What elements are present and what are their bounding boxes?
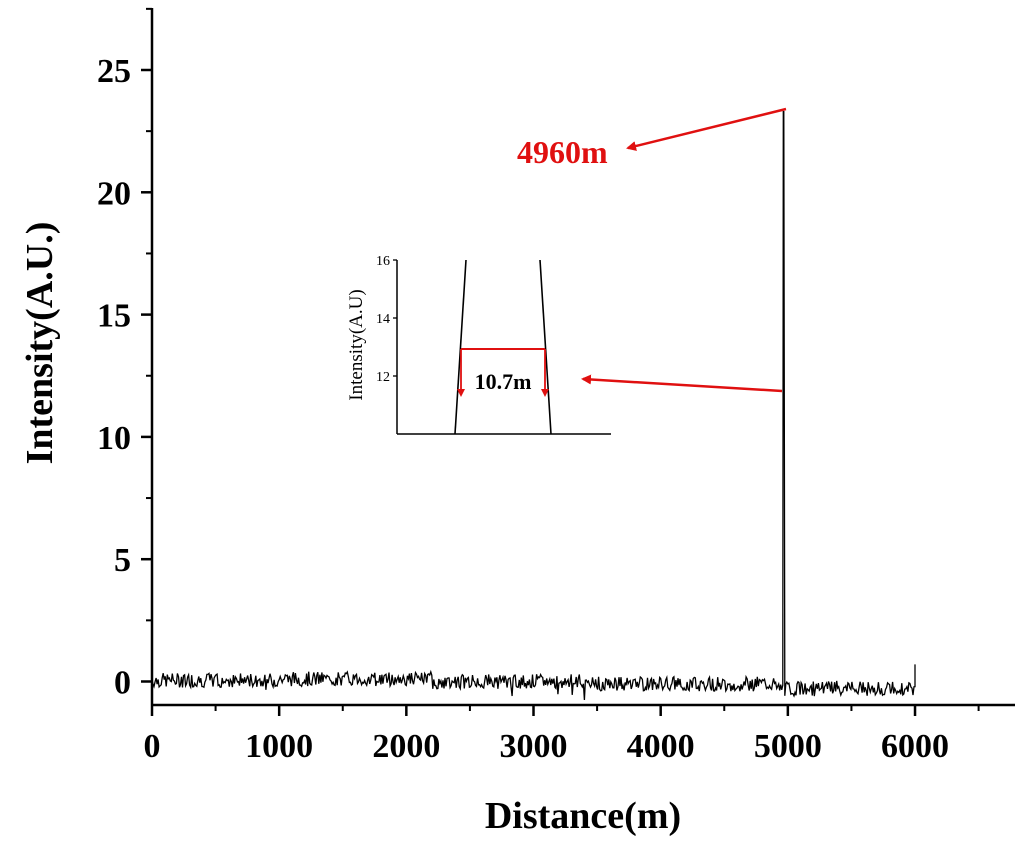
y-tick-label: 5 <box>114 542 131 579</box>
inset-y-tick-label: 12 <box>376 370 390 385</box>
inset-plot: 12 14 16 Intensity(A.U) 10.7m <box>346 254 611 435</box>
y-axis-title: Intensity(A.U.) <box>19 222 61 465</box>
inset-y-ticks: 12 14 16 <box>376 254 397 385</box>
x-axis-title: Distance(m) <box>485 795 681 837</box>
x-tick-label: 5000 <box>754 728 822 765</box>
inset-peak-line <box>454 259 467 435</box>
y-tick-label: 25 <box>97 53 131 90</box>
main-axes: 0 1000 2000 3000 4000 5000 6000 0 5 10 15 20 25 <box>97 7 1015 765</box>
inset-peak-line-right <box>539 259 552 435</box>
inset-annotation-arrow <box>581 374 783 393</box>
x-tick-label: 6000 <box>881 728 949 765</box>
inset-y-tick-label: 16 <box>376 254 390 269</box>
y-tick-label: 0 <box>114 665 131 702</box>
inset-width-label: 10.7m <box>475 369 532 394</box>
x-tick-label: 1000 <box>245 728 313 765</box>
y-tick-label: 10 <box>97 420 131 457</box>
x-tick-label: 4000 <box>627 728 695 765</box>
x-tick-label: 2000 <box>372 728 440 765</box>
x-tick-label: 3000 <box>500 728 568 765</box>
x-tick-label: 0 <box>144 728 161 765</box>
peak-annotation-label: 4960m <box>517 134 608 170</box>
inset-y-axis-title: Intensity(A.U) <box>346 289 367 400</box>
series-line <box>151 110 916 701</box>
y-tick-label: 15 <box>97 298 131 335</box>
y-ticks: 0 5 10 15 20 25 <box>97 7 152 702</box>
peak-annotation-arrow <box>626 107 787 151</box>
inset-y-tick-label: 14 <box>376 312 390 327</box>
y-tick-label: 20 <box>97 175 131 212</box>
x-ticks: 0 1000 2000 3000 4000 5000 6000 <box>144 705 980 765</box>
